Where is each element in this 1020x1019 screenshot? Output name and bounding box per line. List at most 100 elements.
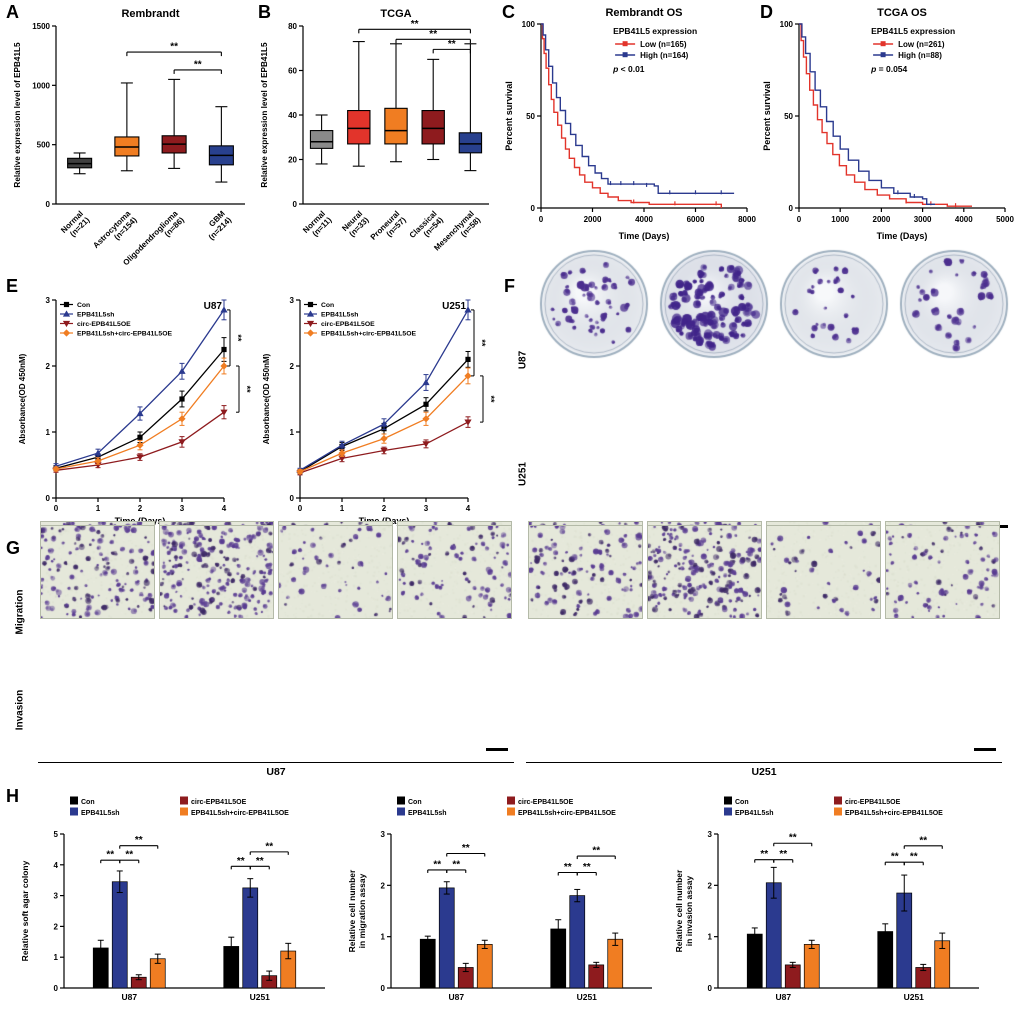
transwell-u251-invasion-1 <box>647 525 762 619</box>
svg-text:Mesenchymal(n=58): Mesenchymal(n=58) <box>432 209 482 259</box>
svg-text:**: ** <box>233 334 243 342</box>
svg-text:GBM(n=214): GBM(n=214) <box>200 209 233 242</box>
svg-text:0: 0 <box>381 984 386 993</box>
svg-text:EPB41L5sh: EPB41L5sh <box>408 810 447 817</box>
svg-text:2000: 2000 <box>873 215 891 224</box>
svg-text:2: 2 <box>290 362 295 371</box>
transwell-u251-invasion-3 <box>885 525 1000 619</box>
svg-text:**: ** <box>477 339 487 347</box>
svg-text:2: 2 <box>382 504 387 513</box>
svg-text:**: ** <box>789 833 797 844</box>
svg-text:circ-EPB41L5OE: circ-EPB41L5OE <box>845 799 901 806</box>
svg-text:**: ** <box>242 386 252 394</box>
svg-text:40: 40 <box>288 111 297 120</box>
svg-text:Normal(n=21): Normal(n=21) <box>59 209 91 241</box>
svg-text:1: 1 <box>96 504 101 513</box>
svg-text:4: 4 <box>222 504 227 513</box>
svg-text:5000: 5000 <box>996 215 1014 224</box>
svg-text:Con: Con <box>408 799 422 806</box>
u87-underline <box>38 762 514 763</box>
svg-text:U87: U87 <box>448 992 464 1002</box>
svg-text:EPB41L5sh+circ-EPB41L5OE: EPB41L5sh+circ-EPB41L5OE <box>518 810 616 817</box>
svg-text:Proneural(n=57): Proneural(n=57) <box>369 209 408 248</box>
svg-text:**: ** <box>411 19 419 30</box>
transwell-u87-invasion-0 <box>40 525 155 619</box>
svg-text:0: 0 <box>797 215 802 224</box>
svg-text:Percent survival: Percent survival <box>762 81 772 151</box>
svg-text:Time (Days): Time (Days) <box>877 231 928 241</box>
svg-text:4: 4 <box>466 504 471 513</box>
svg-text:0: 0 <box>293 200 298 209</box>
svg-text:100: 100 <box>780 20 794 29</box>
svg-text:**: ** <box>779 849 787 860</box>
svg-text:1: 1 <box>46 428 51 437</box>
svg-text:**: ** <box>462 843 470 854</box>
svg-text:50: 50 <box>784 112 793 121</box>
svg-text:**: ** <box>170 42 178 53</box>
transwell-u87-invasion-3 <box>397 525 512 619</box>
chart-invasion-assay: Con EPB41L5sh circ-EPB41L5OE EPB41L5sh+circ… <box>674 796 979 1002</box>
svg-text:EPB41L5sh+circ-EPB41L5OE: EPB41L5sh+circ-EPB41L5OE <box>77 331 172 338</box>
svg-text:0: 0 <box>54 984 59 993</box>
svg-text:U251: U251 <box>250 992 271 1002</box>
chart-rembrandt-os-km: Rembrandt OS 0 50 100 0 2000 4000 6000 8000 Time … <box>504 7 756 241</box>
colony-formation-panel: VectorEPB41L5shcirc-EPB41L5OEEPB41L5sh+c… <box>518 247 1014 530</box>
svg-text:1000: 1000 <box>32 81 50 90</box>
svg-text:0: 0 <box>531 204 536 213</box>
colony-dish-u251-3 <box>898 248 1010 360</box>
svg-text:U87: U87 <box>204 301 223 312</box>
svg-text:**: ** <box>125 850 133 861</box>
svg-text:0: 0 <box>290 494 295 503</box>
panel-label-b: B <box>258 2 271 22</box>
svg-text:U251: U251 <box>577 992 598 1002</box>
svg-text:3: 3 <box>708 830 713 839</box>
svg-text:circ-EPB41L5OE: circ-EPB41L5OE <box>518 799 574 806</box>
svg-text:circ-EPB41L5OE: circ-EPB41L5OE <box>321 321 375 328</box>
svg-text:1: 1 <box>381 933 386 942</box>
svg-text:**: ** <box>265 841 273 852</box>
panel-label-e: E <box>6 276 19 296</box>
svg-text:**: ** <box>564 862 572 873</box>
svg-text:High (n=88): High (n=88) <box>898 51 942 60</box>
svg-text:TCGA: TCGA <box>380 8 411 20</box>
u251-underline <box>526 762 1002 763</box>
row-label-u87: U87 <box>517 350 529 370</box>
svg-text:**: ** <box>760 849 768 860</box>
colony-dish-u251-2 <box>778 248 890 360</box>
chart-rembrandt-boxplot: Rembrandt 0 500 1000 1500 Relative expression… <box>13 8 245 267</box>
svg-text:0: 0 <box>789 204 794 213</box>
svg-text:6000: 6000 <box>687 215 705 224</box>
chart-cck8-u87: 012301234Time (Days)Absorbance(OD 450nM)… <box>18 296 252 526</box>
row-label-invasion: Invasion <box>14 689 26 731</box>
svg-text:EPB41L5 expression: EPB41L5 expression <box>613 26 697 36</box>
svg-text:**: ** <box>194 59 202 70</box>
transwell-u251-invasion-0 <box>528 525 643 619</box>
group-label-u251: U251 <box>751 766 777 778</box>
svg-text:2: 2 <box>54 922 59 931</box>
svg-text:1: 1 <box>340 504 345 513</box>
svg-text:Rembrandt: Rembrandt <box>121 8 179 20</box>
colony-dish-u251-1 <box>658 248 770 360</box>
svg-text:TCGA OS: TCGA OS <box>877 7 927 19</box>
chart-migration-assay: Con EPB41L5sh circ-EPB41L5OE EPB41L5sh+circ… <box>347 796 652 1002</box>
svg-text:Neural(n=33): Neural(n=33) <box>340 209 371 240</box>
svg-text:p < 0.01: p < 0.01 <box>612 64 645 74</box>
svg-text:EPB41L5sh+circ-EPB41L5OE: EPB41L5sh+circ-EPB41L5OE <box>191 810 289 817</box>
panel-label-h: H <box>6 786 19 806</box>
transwell-u87-invasion-2 <box>278 525 393 619</box>
svg-text:0: 0 <box>46 494 51 503</box>
svg-text:2: 2 <box>381 881 386 890</box>
svg-text:U87: U87 <box>121 992 137 1002</box>
svg-text:50: 50 <box>526 112 535 121</box>
svg-text:2: 2 <box>138 504 143 513</box>
svg-text:1: 1 <box>708 933 713 942</box>
row-label-u251: U251 <box>517 462 529 486</box>
svg-text:3: 3 <box>424 504 429 513</box>
svg-text:Con: Con <box>735 799 749 806</box>
svg-text:0: 0 <box>54 504 59 513</box>
svg-text:1500: 1500 <box>32 22 50 31</box>
svg-text:EPB41L5sh+circ-EPB41L5OE: EPB41L5sh+circ-EPB41L5OE <box>845 810 943 817</box>
svg-text:4000: 4000 <box>635 215 653 224</box>
svg-text:Con: Con <box>81 799 95 806</box>
